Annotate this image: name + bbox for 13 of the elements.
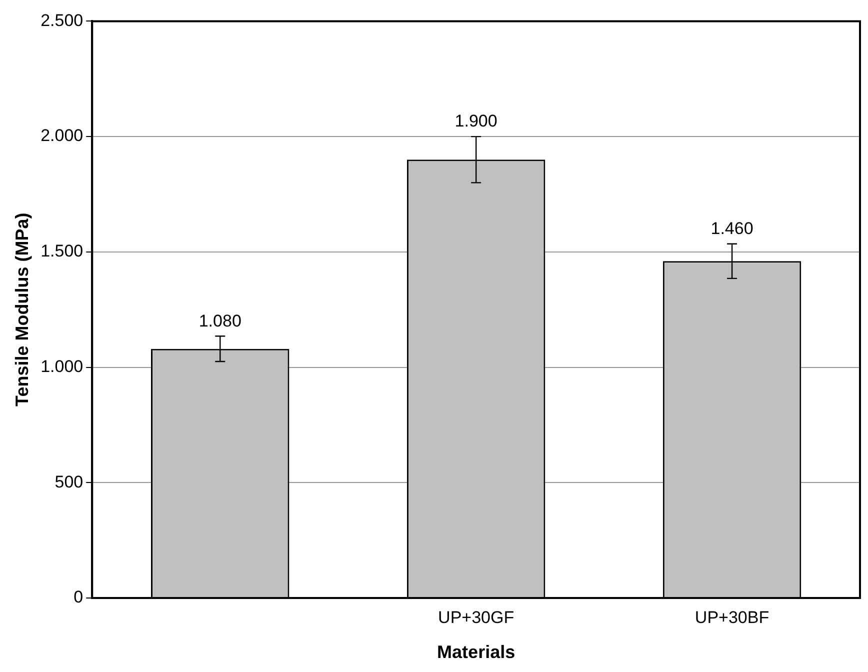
x-tick-label: UP+30BF [694,608,770,627]
x-tick-label: UP+30GF [438,608,514,627]
y-tick-label: 1.500 [40,242,84,261]
y-tick-label: 0 [74,588,84,607]
data-label: 1.460 [710,219,754,238]
x-axis-title: Materials [437,642,516,662]
y-tick-label: 1.000 [40,356,84,376]
data-label: 1.080 [198,311,242,330]
y-tick-label: 2.500 [40,10,84,30]
data-label: 1.900 [454,112,498,131]
y-tick-label: 500 [54,472,84,492]
y-axis-title: Tensile Modulus (MPa) [12,212,32,406]
y-tick-label: 2.000 [40,126,84,146]
